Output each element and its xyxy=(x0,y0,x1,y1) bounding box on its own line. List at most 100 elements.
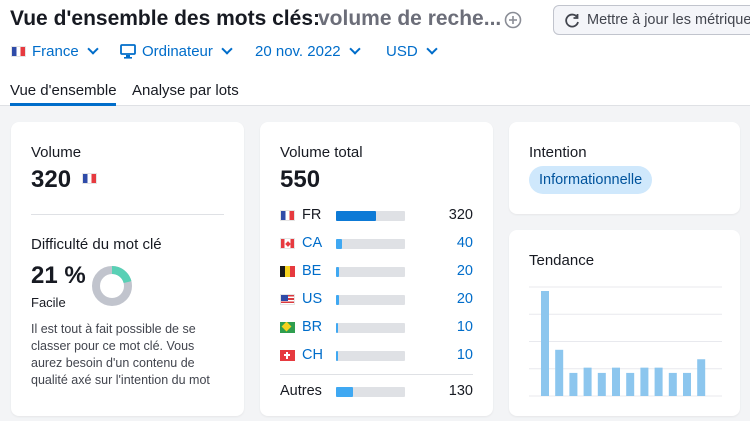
difficulty-value: 21 % xyxy=(31,262,86,289)
trend-label: Tendance xyxy=(529,252,595,269)
trend-bar[interactable] xyxy=(626,372,635,396)
divider xyxy=(280,374,473,375)
country-volume: 320 xyxy=(448,207,473,223)
chevron-down-icon xyxy=(87,43,99,55)
chevron-down-icon xyxy=(348,43,361,55)
country-code[interactable]: US xyxy=(302,291,323,307)
country-share-bar xyxy=(336,239,405,249)
intent-card: Intention Informationnelle xyxy=(509,122,740,214)
flag-br-icon xyxy=(280,322,295,333)
country-code[interactable]: BR xyxy=(302,319,323,335)
flag-be-icon xyxy=(280,266,295,277)
difficulty-description-line: Il est tout à fait possible de se xyxy=(31,322,196,336)
country-share-bar-fill xyxy=(336,267,339,277)
country-share-bar-fill xyxy=(336,211,377,221)
flag-ch-icon xyxy=(280,350,295,361)
trend-bar[interactable] xyxy=(612,367,620,396)
keyword-title: volume de reche... xyxy=(318,7,502,30)
country-volume[interactable]: 40 xyxy=(456,235,473,251)
country-code: FR xyxy=(302,207,322,223)
country-code[interactable]: CH xyxy=(302,347,323,363)
refresh-icon xyxy=(565,13,579,28)
country-filter-label: France xyxy=(32,42,79,60)
trend-bar[interactable] xyxy=(668,372,677,396)
country-row-be: BE 20 xyxy=(280,263,473,281)
total-volume-label: Volume total xyxy=(280,144,363,161)
country-row-fr: FR 320 xyxy=(280,207,473,225)
others-row: Autres 130 xyxy=(280,383,473,401)
country-share-bar xyxy=(336,351,405,361)
refresh-metrics-button[interactable]: Mettre à jour les métriques xyxy=(553,5,750,35)
country-share-bar xyxy=(336,295,405,305)
country-share-bar-fill xyxy=(336,351,339,361)
flag-us-icon xyxy=(280,294,295,305)
country-share-bar-fill xyxy=(336,239,342,249)
country-row-us: US 20 xyxy=(280,291,473,309)
trend-bar[interactable] xyxy=(654,367,663,396)
add-icon[interactable] xyxy=(504,11,522,29)
trend-bar[interactable] xyxy=(683,372,691,396)
country-row-ca: CA 40 xyxy=(280,235,473,253)
trend-bar[interactable] xyxy=(541,291,549,396)
total-volume-value: 550 xyxy=(280,166,321,193)
difficulty-description-line: clé. xyxy=(31,389,231,391)
trend-card: Tendance xyxy=(509,230,740,416)
difficulty-description-line: qualité axé sur l'intention du mot xyxy=(31,373,210,387)
trend-bar[interactable] xyxy=(555,349,564,396)
country-share-bar-fill xyxy=(336,323,339,333)
difficulty-description-line: classer pour ce mot clé. Vous xyxy=(31,339,195,353)
volume-number: 320 xyxy=(31,166,72,193)
desktop-icon xyxy=(120,43,136,59)
trend-bar[interactable] xyxy=(569,372,578,396)
country-share-bar xyxy=(336,211,405,221)
refresh-label: Mettre à jour les métriques xyxy=(587,12,750,28)
chevron-down-icon xyxy=(221,43,233,55)
country-row-br: BR 10 xyxy=(280,319,473,337)
trend-bar[interactable] xyxy=(697,359,706,396)
country-code[interactable]: CA xyxy=(302,235,323,251)
intent-badge[interactable]: Informationnelle xyxy=(529,166,653,194)
tab-overview[interactable]: Vue d'ensemble xyxy=(10,82,117,99)
volume-value: 320 xyxy=(31,166,97,194)
country-share-bar-fill xyxy=(336,295,339,305)
difficulty-description: Il est tout à fait possible de se classer… xyxy=(31,321,231,391)
country-row-ch: CH 10 xyxy=(280,347,473,365)
trend-chart xyxy=(529,286,722,397)
country-code[interactable]: BE xyxy=(302,263,322,279)
trend-bar[interactable] xyxy=(583,367,592,396)
page-title: Vue d'ensemble des mots clés: xyxy=(10,7,320,30)
difficulty-label: Difficulté du mot clé xyxy=(31,236,162,253)
country-volume[interactable]: 10 xyxy=(456,319,473,335)
country-volume[interactable]: 20 xyxy=(456,263,473,279)
active-tab-indicator xyxy=(10,103,116,106)
difficulty-level: Facile xyxy=(31,295,66,310)
others-value: 130 xyxy=(448,383,473,399)
divider xyxy=(31,214,224,215)
country-volume[interactable]: 10 xyxy=(456,347,473,363)
difficulty-description-line: aurez besoin d'un contenu de xyxy=(31,356,195,370)
trend-bar[interactable] xyxy=(640,367,649,396)
chevron-down-icon xyxy=(426,43,438,55)
flag-ca-icon xyxy=(280,238,295,249)
intent-label: Intention xyxy=(529,144,587,161)
date-filter-label: 20 nov. 2022 xyxy=(255,42,341,60)
device-filter[interactable]: Ordinateur xyxy=(120,41,233,61)
volume-card: Volume 320 Difficulté du mot clé 21 % Fa… xyxy=(11,122,244,416)
country-volume[interactable]: 20 xyxy=(456,291,473,307)
country-share-bar xyxy=(336,267,405,277)
flag-fr-icon xyxy=(280,210,295,221)
date-filter[interactable]: 20 nov. 2022 xyxy=(255,41,361,61)
currency-filter[interactable]: USD xyxy=(386,41,438,61)
header: Vue d'ensemble des mots clés: volume de … xyxy=(0,0,750,106)
others-bar xyxy=(336,387,405,397)
trend-bar[interactable] xyxy=(597,372,606,396)
device-filter-label: Ordinateur xyxy=(142,42,213,60)
france-flag-icon xyxy=(11,45,26,57)
difficulty-donut-chart xyxy=(92,266,132,306)
currency-filter-label: USD xyxy=(386,42,418,60)
total-volume-card: Volume total 550 FR 320 CA 40 BE 20 US 20 BR 10 CH… xyxy=(260,122,493,416)
tab-batch-analysis[interactable]: Analyse par lots xyxy=(132,82,239,99)
others-bar-fill xyxy=(336,387,353,397)
volume-label: Volume xyxy=(31,144,82,161)
country-filter[interactable]: France xyxy=(11,41,99,61)
